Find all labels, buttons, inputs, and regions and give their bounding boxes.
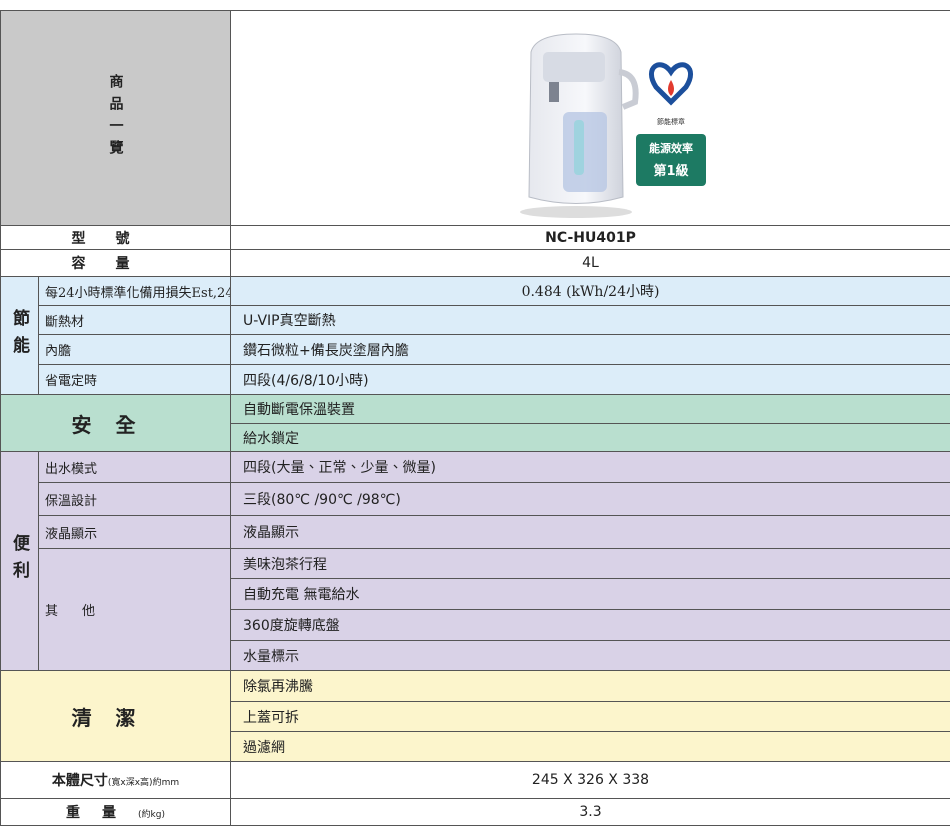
shadow xyxy=(520,206,632,218)
row-note: (寬x深x高)約mm xyxy=(108,778,179,788)
item-label: 出水模式 xyxy=(39,452,231,483)
row-label: 本體尺寸 xyxy=(52,773,108,789)
item-label: 液晶顯示 xyxy=(39,516,231,549)
spec-row: 省電定時四段(4/6/8/10小時) xyxy=(1,365,950,395)
item-value: 四段(大量、正常、少量、微量) xyxy=(231,452,950,483)
item-value: 液晶顯示 xyxy=(231,516,950,549)
row-value: 245 X 326 X 338 xyxy=(231,762,950,799)
spout xyxy=(549,82,559,102)
item-label: 斷熱材 xyxy=(39,306,231,335)
pot-lid xyxy=(543,52,605,82)
badge-flame xyxy=(668,80,674,96)
item-value: 360度旋轉底盤 xyxy=(231,610,950,641)
header-label: 商品一覽 xyxy=(106,74,126,162)
item-value: 給水鎖定 xyxy=(231,424,950,452)
header-image-cell: 節能標章 能源效率 第1級 xyxy=(231,11,950,226)
spec-row: 重量(約kg)3.3 xyxy=(1,799,950,826)
item-value: 三段(80℃ /90℃ /98℃) xyxy=(231,483,950,516)
badge-mark: 節能標章 xyxy=(657,117,685,126)
spec-row: 液晶顯示液晶顯示 xyxy=(1,516,950,549)
row-value: 4L xyxy=(231,250,950,277)
spec-row: 清潔除氯再沸騰 xyxy=(1,671,950,702)
item-label: 保溫設計 xyxy=(39,483,231,516)
group-cell: 便利 xyxy=(1,452,39,671)
group-label: 節能 xyxy=(7,309,32,363)
item-value: 0.484 (kWh/24小時) xyxy=(231,277,950,306)
item-value: 水量標示 xyxy=(231,641,950,671)
item-value: 上蓋可拆 xyxy=(231,702,950,732)
row-label: 容量 xyxy=(1,250,231,277)
item-value: U-VIP真空斷熱 xyxy=(231,306,950,335)
row-label: 型號 xyxy=(1,226,231,250)
item-label: 內膽 xyxy=(39,335,231,365)
item-value: 美味泡茶行程 xyxy=(231,549,950,579)
header-label-cell: 商品一覽 xyxy=(1,11,231,226)
item-label: 其他 xyxy=(39,549,231,671)
water-gauge xyxy=(574,120,584,175)
spec-row: 保溫設計三段(80℃ /90℃ /98℃) xyxy=(1,483,950,516)
row-value: NC-HU401P xyxy=(231,226,950,250)
item-value: 鑽石微粒+備長炭塗層內膽 xyxy=(231,335,950,365)
group-cell: 節能 xyxy=(1,277,39,395)
item-value: 除氯再沸騰 xyxy=(231,671,950,702)
badge-line2: 第1級 xyxy=(653,163,689,179)
product-illustration: 節能標章 能源效率 第1級 xyxy=(231,12,949,225)
spec-row: 安全自動斷電保溫裝置 xyxy=(1,395,950,424)
group-label: 清潔 xyxy=(1,671,231,762)
spec-row: 便利出水模式四段(大量、正常、少量、微量) xyxy=(1,452,950,483)
item-value: 自動斷電保溫裝置 xyxy=(231,395,950,424)
item-value: 過濾網 xyxy=(231,732,950,762)
row-label: 重量 xyxy=(66,805,138,821)
spec-row: 內膽鑽石微粒+備長炭塗層內膽 xyxy=(1,335,950,365)
group-label: 便利 xyxy=(7,534,32,588)
row-label-cell: 重量(約kg) xyxy=(1,799,231,826)
spec-row: 其他美味泡茶行程 xyxy=(1,549,950,579)
badge-line1: 能源效率 xyxy=(649,141,693,155)
group-label: 安全 xyxy=(1,395,231,452)
item-value: 自動充電 無電給水 xyxy=(231,579,950,610)
item-label: 每24小時標準化備用損失Est,24 xyxy=(39,277,231,306)
row-label-cell: 本體尺寸(寬x深x高)約mm xyxy=(1,762,231,799)
item-value: 四段(4/6/8/10小時) xyxy=(231,365,950,395)
item-label: 省電定時 xyxy=(39,365,231,395)
front-panel xyxy=(563,112,607,192)
header-row: 商品一覽 節能標章 能源效率 第1級 xyxy=(1,11,950,226)
row-note: (約kg) xyxy=(138,810,165,820)
row-value: 3.3 xyxy=(231,799,950,826)
